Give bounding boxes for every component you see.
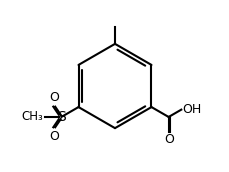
Text: CH₃: CH₃: [22, 110, 43, 123]
Text: O: O: [49, 90, 59, 104]
Text: O: O: [164, 133, 174, 146]
Text: OH: OH: [181, 103, 200, 116]
Text: S: S: [57, 110, 65, 124]
Text: O: O: [49, 130, 59, 143]
